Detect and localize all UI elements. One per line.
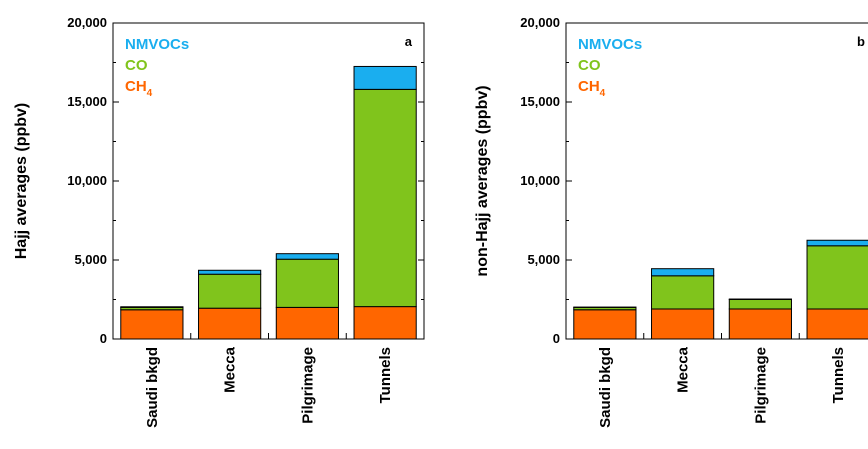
y-tick-label: 0 — [100, 331, 107, 346]
panel-label: a — [405, 34, 413, 49]
bar-a-3-1 — [353, 88, 417, 308]
y-axis-label: non-Hajj averages (ppbv) — [474, 85, 491, 276]
bar-b-3-2 — [806, 239, 868, 247]
bar-a-1-1 — [198, 273, 262, 309]
bar-a-2-1 — [275, 258, 339, 308]
bar-a-3-0 — [353, 306, 417, 340]
bar-b-1-1 — [651, 275, 715, 310]
bar-b-1-0 — [651, 308, 715, 340]
bar-b-3-1 — [806, 245, 868, 310]
legend-entry: CO — [578, 57, 601, 74]
x-tick-label: Mecca — [675, 346, 692, 393]
y-tick-label: 5,000 — [74, 252, 107, 267]
bar-a-0-2 — [120, 306, 184, 308]
legend-entry: NMVOCs — [125, 36, 189, 53]
y-tick-label: 0 — [553, 331, 560, 346]
y-axis-label: Hajj averages (ppbv) — [13, 103, 30, 260]
bar-a-2-0 — [275, 306, 339, 340]
x-tick-label: Tunnels — [830, 347, 847, 403]
bar-b-0-0 — [573, 309, 637, 340]
x-tick-label: Saudi bkgd — [144, 347, 161, 428]
legend-entry: NMVOCs — [578, 36, 642, 53]
x-tick-label: Saudi bkgd — [597, 347, 614, 428]
y-tick-label: 5,000 — [527, 252, 560, 267]
legend-entry: CO — [125, 57, 148, 74]
chart-panel-b: 0 5,000 10,000 15,000 20,000 Saudi bkgd Mecca P… — [474, 15, 868, 428]
y-tick-label: 15,000 — [520, 94, 560, 109]
bar-b-3-0 — [806, 308, 868, 340]
legend-entry: CH4 — [578, 78, 606, 99]
bar-a-2-2 — [275, 253, 339, 260]
chart-panel-a: 0 5,000 10,000 15,000 20,000 Saudi bkgd Mecca P… — [13, 15, 425, 428]
bar-a-1-0 — [198, 307, 262, 340]
x-tick-label: Tunnels — [377, 347, 394, 403]
y-tick-label: 20,000 — [520, 15, 560, 30]
x-tick-label: Pilgrimage — [752, 347, 769, 424]
x-tick-label: Mecca — [222, 346, 239, 393]
x-tick-label: Pilgrimage — [299, 347, 316, 424]
bar-a-3-2 — [353, 65, 417, 90]
bar-a-0-0 — [120, 309, 184, 340]
y-tick-label: 10,000 — [520, 173, 560, 188]
bar-a-1-2 — [198, 269, 262, 275]
legend-entry: CH4 — [125, 78, 153, 99]
y-tick-label: 15,000 — [67, 94, 107, 109]
bar-b-2-1 — [728, 299, 792, 310]
bar-b-2-0 — [728, 308, 792, 340]
y-tick-label: 10,000 — [67, 173, 107, 188]
bar-b-1-2 — [651, 268, 715, 277]
panel-label: b — [857, 34, 865, 49]
y-tick-label: 20,000 — [67, 15, 107, 30]
